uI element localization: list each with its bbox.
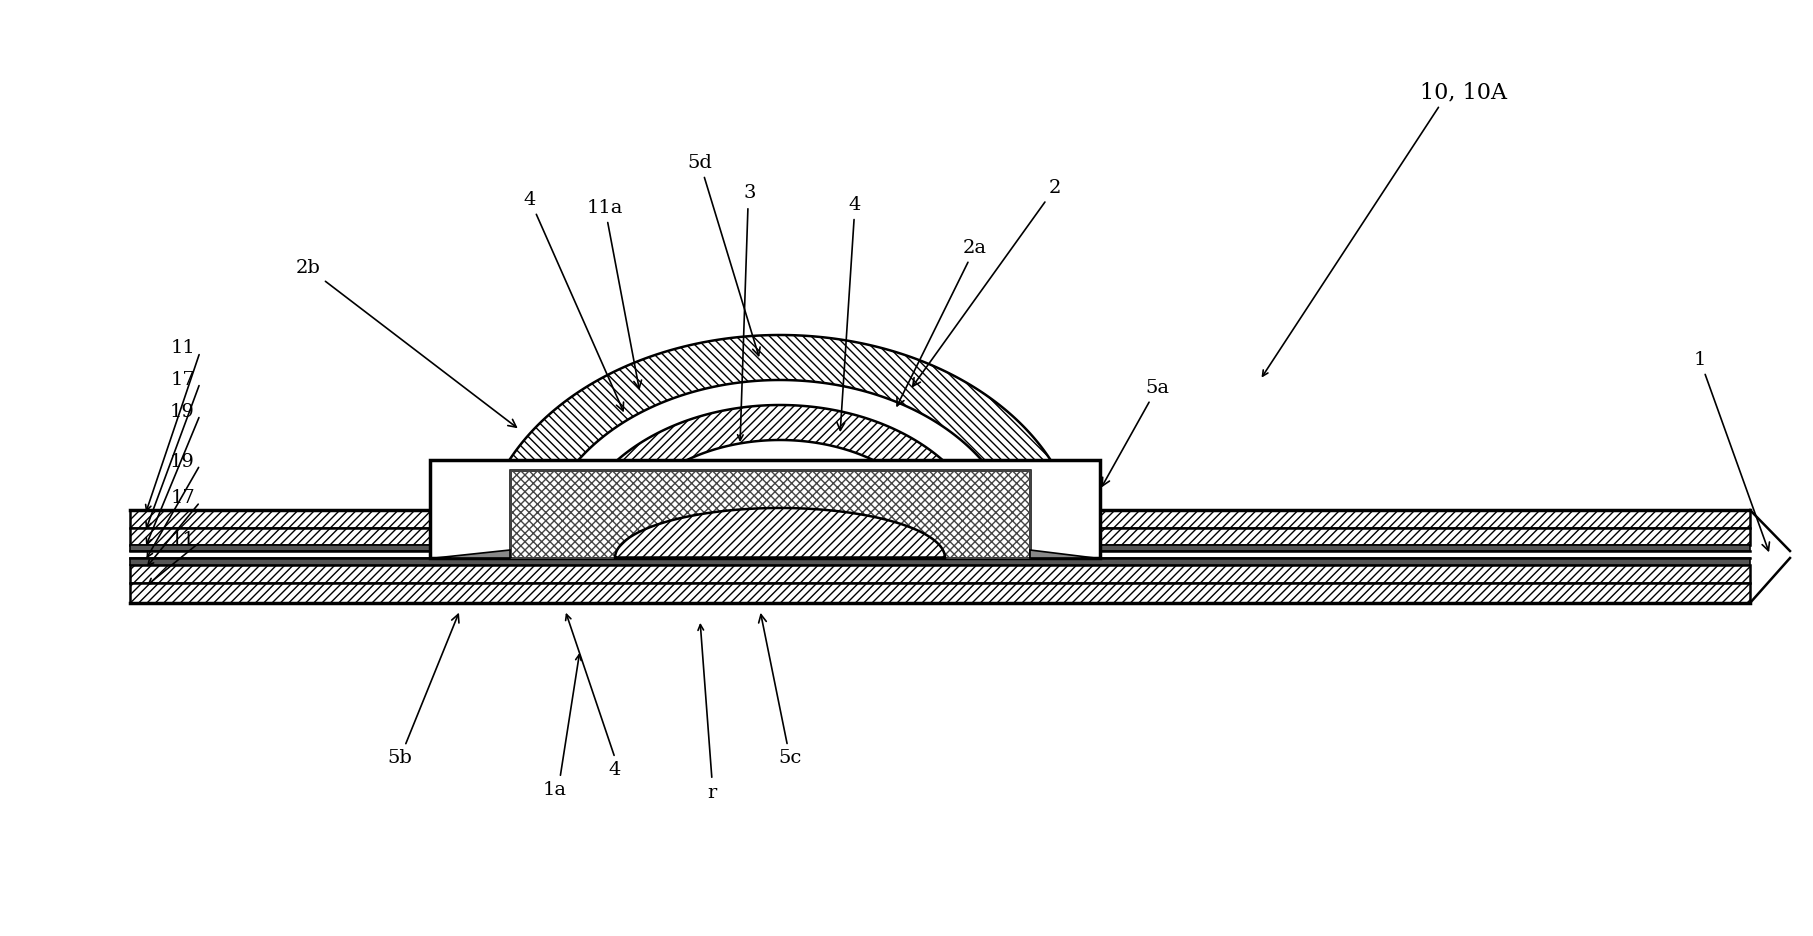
Polygon shape	[430, 460, 1100, 558]
Polygon shape	[615, 440, 945, 555]
Polygon shape	[131, 583, 1750, 603]
Text: 2a: 2a	[897, 239, 986, 406]
Polygon shape	[569, 405, 990, 555]
Text: 11a: 11a	[587, 199, 642, 388]
Text: 5d: 5d	[687, 154, 760, 356]
Text: 4: 4	[524, 191, 624, 411]
Text: 2: 2	[912, 179, 1061, 387]
Text: 5a: 5a	[1102, 379, 1169, 486]
Polygon shape	[509, 470, 1030, 558]
Polygon shape	[540, 380, 1021, 555]
Text: 4: 4	[609, 761, 622, 779]
Text: 11: 11	[170, 339, 196, 357]
Text: 2b: 2b	[296, 259, 517, 427]
Polygon shape	[480, 335, 1081, 555]
Text: 5b: 5b	[388, 614, 459, 767]
Polygon shape	[651, 475, 910, 555]
Polygon shape	[131, 510, 1750, 528]
Polygon shape	[131, 528, 1750, 545]
Text: 17: 17	[170, 489, 196, 507]
Polygon shape	[1030, 550, 1095, 558]
Text: r: r	[707, 784, 716, 802]
Text: 17: 17	[170, 371, 196, 389]
Text: 5c: 5c	[758, 615, 801, 767]
Polygon shape	[131, 558, 1750, 565]
Polygon shape	[435, 550, 509, 558]
Text: 1a: 1a	[544, 781, 567, 799]
Text: 11: 11	[170, 531, 196, 549]
Text: 19: 19	[170, 453, 196, 471]
Text: 3: 3	[743, 184, 756, 202]
Polygon shape	[131, 565, 1750, 583]
Polygon shape	[131, 545, 1750, 551]
Text: 19: 19	[170, 403, 196, 421]
Text: 1: 1	[1693, 351, 1769, 550]
Polygon shape	[615, 508, 945, 558]
Text: 10, 10A: 10, 10A	[1420, 81, 1507, 103]
Text: 4: 4	[838, 196, 861, 431]
